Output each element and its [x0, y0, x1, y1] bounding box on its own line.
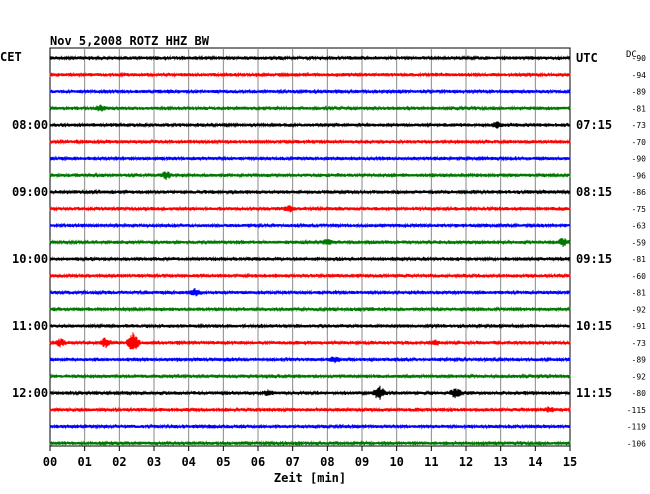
seismic-trace — [49, 255, 571, 263]
dc-offset-label: -94 — [632, 71, 647, 80]
x-tick-label: 15 — [563, 455, 577, 469]
x-tick-label: 12 — [459, 455, 473, 469]
left-hour-label: 09:00 — [12, 185, 48, 199]
right-hour-label: 07:15 — [576, 118, 612, 132]
right-hour-label: UTC — [576, 51, 598, 65]
seismic-trace — [49, 138, 571, 145]
seismic-trace — [49, 306, 571, 313]
dc-offset-label: -92 — [632, 305, 647, 314]
seismic-trace — [49, 54, 571, 62]
seismic-trace — [49, 205, 571, 213]
dc-offset-label: -89 — [632, 356, 647, 365]
x-tick-label: 00 — [43, 455, 57, 469]
x-tick-label: 04 — [181, 455, 195, 469]
dc-offset-label: -119 — [627, 423, 646, 432]
seismic-trace — [49, 385, 571, 400]
seismic-trace — [49, 104, 571, 112]
seismic-trace — [49, 188, 571, 196]
dc-offset-label: -91 — [632, 322, 647, 331]
seismic-trace — [49, 423, 571, 430]
seismic-trace — [49, 356, 571, 364]
seismic-trace — [49, 121, 571, 129]
seismic-trace — [49, 272, 571, 279]
time-grid — [49, 47, 571, 447]
seismic-trace — [49, 440, 571, 447]
seismic-trace — [49, 372, 571, 380]
dc-offset-label: -106 — [627, 439, 646, 448]
dc-offset-label: -73 — [632, 339, 647, 348]
dc-offset-label: -90 — [632, 54, 647, 63]
dc-offset-label: -90 — [632, 155, 647, 164]
x-tick-label: 03 — [147, 455, 161, 469]
x-tick-label: 13 — [493, 455, 507, 469]
dc-offset-label: -92 — [632, 372, 647, 381]
dc-offset-label: -81 — [632, 104, 647, 113]
dc-offset-label: -89 — [632, 88, 647, 97]
dc-offset-label: -81 — [632, 255, 647, 264]
left-hour-label: 08:00 — [12, 118, 48, 132]
seismic-trace — [49, 71, 571, 78]
dc-offset-label: -81 — [632, 289, 647, 298]
dc-offset-label: -60 — [632, 272, 647, 281]
right-hour-labels: UTC 07:15 08:15 09:15 10:15 11:15 — [576, 51, 612, 400]
x-tick-label: 11 — [424, 455, 438, 469]
left-hour-label: 10:00 — [12, 252, 48, 266]
dc-offset-label: -80 — [632, 389, 647, 398]
seismic-trace — [49, 237, 571, 247]
seismic-trace — [49, 406, 571, 413]
x-axis-label: Zeit [min] — [274, 471, 346, 485]
left-hour-labels: 08:00 09:00 10:00 11:00 12:00 — [12, 118, 48, 400]
right-hour-label: 10:15 — [576, 319, 612, 333]
dc-offset-label: -73 — [632, 121, 647, 130]
seismic-trace — [49, 88, 571, 95]
seismic-trace — [49, 155, 571, 162]
dc-offset-label: -59 — [632, 238, 647, 247]
dc-offset-label: -75 — [632, 205, 647, 214]
right-hour-label: 11:15 — [576, 386, 612, 400]
right-hour-label: 08:15 — [576, 185, 612, 199]
dc-offset-label: -86 — [632, 188, 647, 197]
x-tick-label: 14 — [528, 455, 542, 469]
x-tick-label: 07 — [285, 455, 299, 469]
dc-offset-label: -96 — [632, 171, 647, 180]
dc-offset-label: -70 — [632, 138, 647, 147]
left-hour-label: 12:00 — [12, 386, 48, 400]
plot-frame — [49, 47, 571, 447]
dc-offset-label: -115 — [627, 406, 646, 415]
x-tick-label: 10 — [389, 455, 403, 469]
x-tick-label: 01 — [77, 455, 91, 469]
seismic-trace — [49, 322, 571, 330]
right-hour-label: 09:15 — [576, 252, 612, 266]
dc-offset-labels: -90 -94 -89 -81 -73 -70 -90 -96 -86 -75 -63 -59 -81 -… — [627, 54, 646, 448]
x-tick-label: 05 — [216, 455, 230, 469]
x-tick-label: 06 — [251, 455, 265, 469]
dc-offset-label: -63 — [632, 222, 647, 231]
seismic-trace — [49, 171, 571, 181]
x-axis-ticks: 00 01 02 03 04 05 06 07 08 09 10 11 12 13 14 15 — [43, 446, 577, 469]
x-tick-label: 09 — [355, 455, 369, 469]
left-hour-label: 11:00 — [12, 319, 48, 333]
dc-label: DC — [626, 50, 637, 60]
left-timezone-label: CET — [0, 50, 22, 64]
x-tick-label: 02 — [112, 455, 126, 469]
chart-title: Nov 5,2008 ROTZ HHZ BW — [50, 34, 210, 48]
seismic-trace — [49, 222, 571, 229]
seismic-trace — [49, 288, 571, 297]
trace-group — [49, 54, 571, 447]
seismic-trace — [49, 332, 571, 350]
x-tick-label: 08 — [320, 455, 334, 469]
